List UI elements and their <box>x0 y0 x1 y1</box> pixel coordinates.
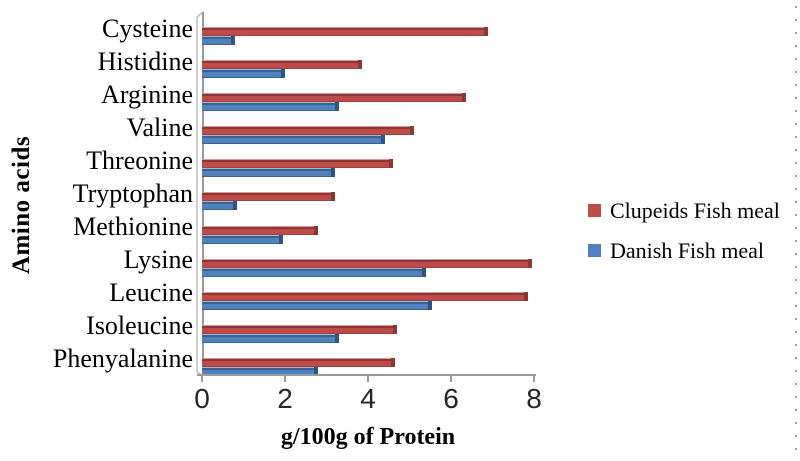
x-axis-tick-mark <box>201 376 203 382</box>
bar-clupeids-fish-meal <box>202 258 532 268</box>
bar-danish-fish-meal <box>202 267 427 277</box>
bar-danish-fish-meal <box>202 36 236 45</box>
category-label: Lysine <box>123 245 193 275</box>
legend-marker-clupeids-icon <box>588 204 601 217</box>
page-edge-dotted-border <box>795 6 797 461</box>
x-axis-tick-label: 4 <box>360 383 376 414</box>
bar-danish-fish-meal <box>202 333 339 343</box>
category-label: Isoleucine <box>86 311 193 341</box>
legend-label-danish: Danish Fish meal <box>610 237 764 263</box>
x-axis-tick-mark <box>533 376 535 382</box>
x-axis-tick-mark <box>367 376 369 382</box>
bar-clupeids-fish-meal <box>202 27 489 36</box>
bar-clupeids-fish-meal <box>202 357 395 367</box>
legend-marker-danish-icon <box>588 244 601 257</box>
category-label: Methionine <box>73 212 193 242</box>
category-label: Cysteine <box>102 13 193 43</box>
bar-clupeids-fish-meal <box>202 93 466 103</box>
category-label: Leucine <box>109 278 193 308</box>
bar-danish-fish-meal <box>202 300 433 310</box>
x-axis-tick-label: 0 <box>194 383 210 414</box>
x-axis-tick-label: 2 <box>277 383 293 414</box>
bar-danish-fish-meal <box>202 135 385 145</box>
bar-clupeids-fish-meal <box>202 225 319 235</box>
category-label: Arginine <box>101 79 193 109</box>
category-label: Phenyalanine <box>52 344 193 374</box>
x-axis-tick-label: 6 <box>443 383 459 414</box>
category-label: Tryptophan <box>72 178 193 208</box>
bar-clupeids-fish-meal <box>202 192 335 202</box>
bar-clupeids-fish-meal <box>202 60 362 70</box>
category-label: Histidine <box>97 46 193 76</box>
category-label: Valine <box>126 112 193 142</box>
bar-danish-fish-meal <box>202 234 283 244</box>
x-axis-title: g/100g of Protein <box>280 424 456 450</box>
bar-danish-fish-meal <box>202 69 285 79</box>
bar-clupeids-fish-meal <box>202 159 393 169</box>
legend: Clupeids Fish meal Danish Fish meal <box>588 197 780 264</box>
legend-item-clupeids: Clupeids Fish meal <box>588 197 780 224</box>
bar-clupeids-fish-meal <box>202 126 414 136</box>
bar-danish-fish-meal <box>202 168 335 178</box>
category-label: Threonine <box>86 145 193 175</box>
legend-label-clupeids: Clupeids Fish meal <box>610 197 780 223</box>
bar-danish-fish-meal <box>202 102 339 112</box>
bar-danish-fish-meal <box>202 201 238 211</box>
x-axis-tick-mark <box>284 376 286 382</box>
bar-clupeids-fish-meal <box>202 291 528 301</box>
legend-item-danish: Danish Fish meal <box>588 237 780 264</box>
bar-clupeids-fish-meal <box>202 324 398 334</box>
x-axis-tick-label: 8 <box>526 383 542 414</box>
x-axis-tick-mark <box>450 376 452 382</box>
bar-danish-fish-meal <box>202 366 319 376</box>
x-axis-line <box>197 374 536 376</box>
plot-area <box>202 12 534 376</box>
